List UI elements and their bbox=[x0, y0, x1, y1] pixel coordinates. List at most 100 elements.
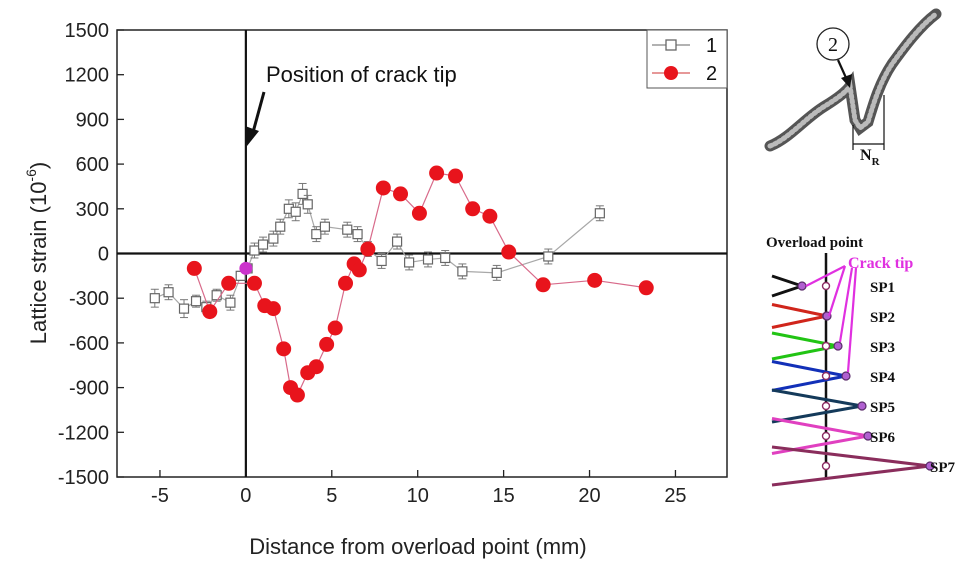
legend-label-2: 2 bbox=[706, 63, 717, 85]
x-tick-label: 15 bbox=[492, 485, 514, 507]
specimen-crack-tip-marker bbox=[857, 401, 867, 411]
series-2-point bbox=[482, 208, 498, 224]
series-2-point bbox=[202, 304, 218, 320]
crack-tip-pointer bbox=[827, 265, 847, 317]
y-tick-label: -600 bbox=[69, 333, 109, 355]
series-1-point bbox=[457, 266, 468, 277]
series-2-point bbox=[265, 301, 281, 317]
crack-tip-annotation: Position of crack tip bbox=[266, 62, 457, 87]
specimen-label: SP3 bbox=[870, 340, 895, 356]
series-1-point bbox=[225, 297, 236, 308]
y-axis-label: Lattice strain (10-6) bbox=[23, 162, 51, 344]
series-1-point bbox=[297, 188, 308, 199]
series-1-point bbox=[249, 245, 260, 256]
specimen-label: SP4 bbox=[870, 370, 896, 386]
series-1-point bbox=[268, 233, 279, 244]
y-tick-label: 1200 bbox=[65, 65, 110, 87]
y-tick-label: 0 bbox=[98, 244, 109, 266]
x-tick-label: 20 bbox=[578, 485, 600, 507]
crack-tip-label: Crack tip bbox=[848, 255, 913, 272]
specimen-crack-upper bbox=[771, 445, 931, 468]
series-1-point bbox=[404, 257, 415, 268]
series-2-point bbox=[465, 201, 481, 217]
legend-box bbox=[646, 29, 728, 89]
series-2-point bbox=[276, 341, 292, 357]
specimen-overload-marker bbox=[821, 401, 831, 411]
specimen-crack-lower bbox=[771, 284, 803, 298]
specimen-crack-upper bbox=[771, 274, 803, 288]
series-2-point bbox=[308, 359, 324, 375]
specimen-rows: SP1 SP2 SP3 SP4 SP5 SP6 SP7 bbox=[771, 265, 956, 487]
series-1-point bbox=[149, 293, 160, 304]
specimen-crack-lower bbox=[771, 404, 863, 424]
specimen-overload-marker bbox=[821, 431, 831, 441]
y-tick-label: -300 bbox=[69, 288, 109, 310]
series-1-point bbox=[376, 255, 387, 267]
inset-bracket-label: NR bbox=[860, 147, 881, 168]
y-tick-label: 900 bbox=[76, 109, 109, 131]
x-tick-label: 10 bbox=[407, 485, 429, 507]
series-1-point bbox=[342, 224, 353, 235]
series-1-point bbox=[352, 229, 363, 240]
y-axis-label-exponent: -6 bbox=[23, 169, 39, 182]
series-1-point bbox=[422, 254, 434, 265]
y-axis-label-close: ) bbox=[26, 162, 51, 169]
specimen-crack-tip-marker bbox=[925, 461, 935, 471]
series-2-point bbox=[429, 165, 445, 181]
series-2-point bbox=[448, 168, 464, 184]
inset-bracket-label-main: N bbox=[860, 147, 872, 164]
series-2-point bbox=[375, 180, 391, 196]
series-1-point bbox=[491, 267, 502, 278]
inset-curve-texture bbox=[767, 11, 939, 149]
legend-marker-2 bbox=[664, 66, 678, 80]
annotation-arrow-shaft bbox=[250, 91, 266, 137]
specimen-overload-marker bbox=[821, 371, 831, 381]
series-2-point bbox=[351, 262, 367, 278]
crack-tip-pointer bbox=[805, 265, 846, 287]
specimen-crack-upper bbox=[771, 388, 863, 408]
plot-layer: -1500-1200-900-600-300030060090012001500… bbox=[58, 20, 728, 507]
crack-tip-pointer bbox=[838, 267, 854, 343]
specimen-crack-lower bbox=[771, 314, 828, 329]
x-axis-label: Distance from overload point (mm) bbox=[249, 534, 586, 559]
x-tick-label: 0 bbox=[240, 485, 251, 507]
specimen-overload-marker bbox=[821, 281, 831, 291]
inset-bracket-label-sub: R bbox=[872, 156, 881, 168]
specimen-crack-tip-marker bbox=[863, 431, 873, 441]
series-1-point bbox=[163, 287, 174, 298]
x-tick-label: 25 bbox=[664, 485, 686, 507]
y-tick-label: -1500 bbox=[58, 467, 109, 489]
series-2-point bbox=[338, 275, 354, 291]
series-1-point bbox=[319, 221, 331, 232]
legend-marker-1 bbox=[665, 39, 677, 51]
annotation-arrowhead bbox=[245, 126, 259, 146]
series-2-point bbox=[186, 260, 202, 276]
series-1-point bbox=[302, 199, 313, 210]
series-2-point bbox=[587, 272, 603, 288]
series-1-point bbox=[543, 251, 554, 262]
series-1-point bbox=[190, 296, 202, 307]
series-2-point bbox=[221, 275, 237, 291]
y-tick-label: 1500 bbox=[65, 20, 110, 42]
legend: 1 2 bbox=[646, 29, 728, 89]
inset-marker-label: 2 bbox=[828, 34, 838, 56]
y-axis-label-text: Lattice strain (10 bbox=[26, 182, 51, 345]
specimen-crack-tip-marker bbox=[797, 281, 807, 291]
overload-point-label: Overload point bbox=[766, 235, 863, 251]
specimen-crack-upper bbox=[771, 303, 828, 318]
crack-tip-pointer bbox=[846, 267, 858, 373]
series-2-point bbox=[411, 205, 427, 221]
inset-load-curve: 2 NR bbox=[764, 8, 942, 168]
series-2-point bbox=[535, 277, 551, 293]
specimen-crack-lower bbox=[771, 434, 869, 455]
highlight-point bbox=[239, 261, 253, 275]
specimen-crack-tip-marker bbox=[841, 371, 851, 381]
series-1-point bbox=[275, 221, 286, 232]
specimen-overload-marker bbox=[821, 341, 831, 351]
series-2-point bbox=[638, 280, 654, 296]
specimen-crack-lower bbox=[771, 374, 847, 392]
specimen-crack-tip-marker bbox=[833, 341, 843, 351]
y-tick-label: 600 bbox=[76, 154, 109, 176]
y-tick-label: -1200 bbox=[58, 422, 109, 444]
series-2-point bbox=[327, 320, 343, 336]
